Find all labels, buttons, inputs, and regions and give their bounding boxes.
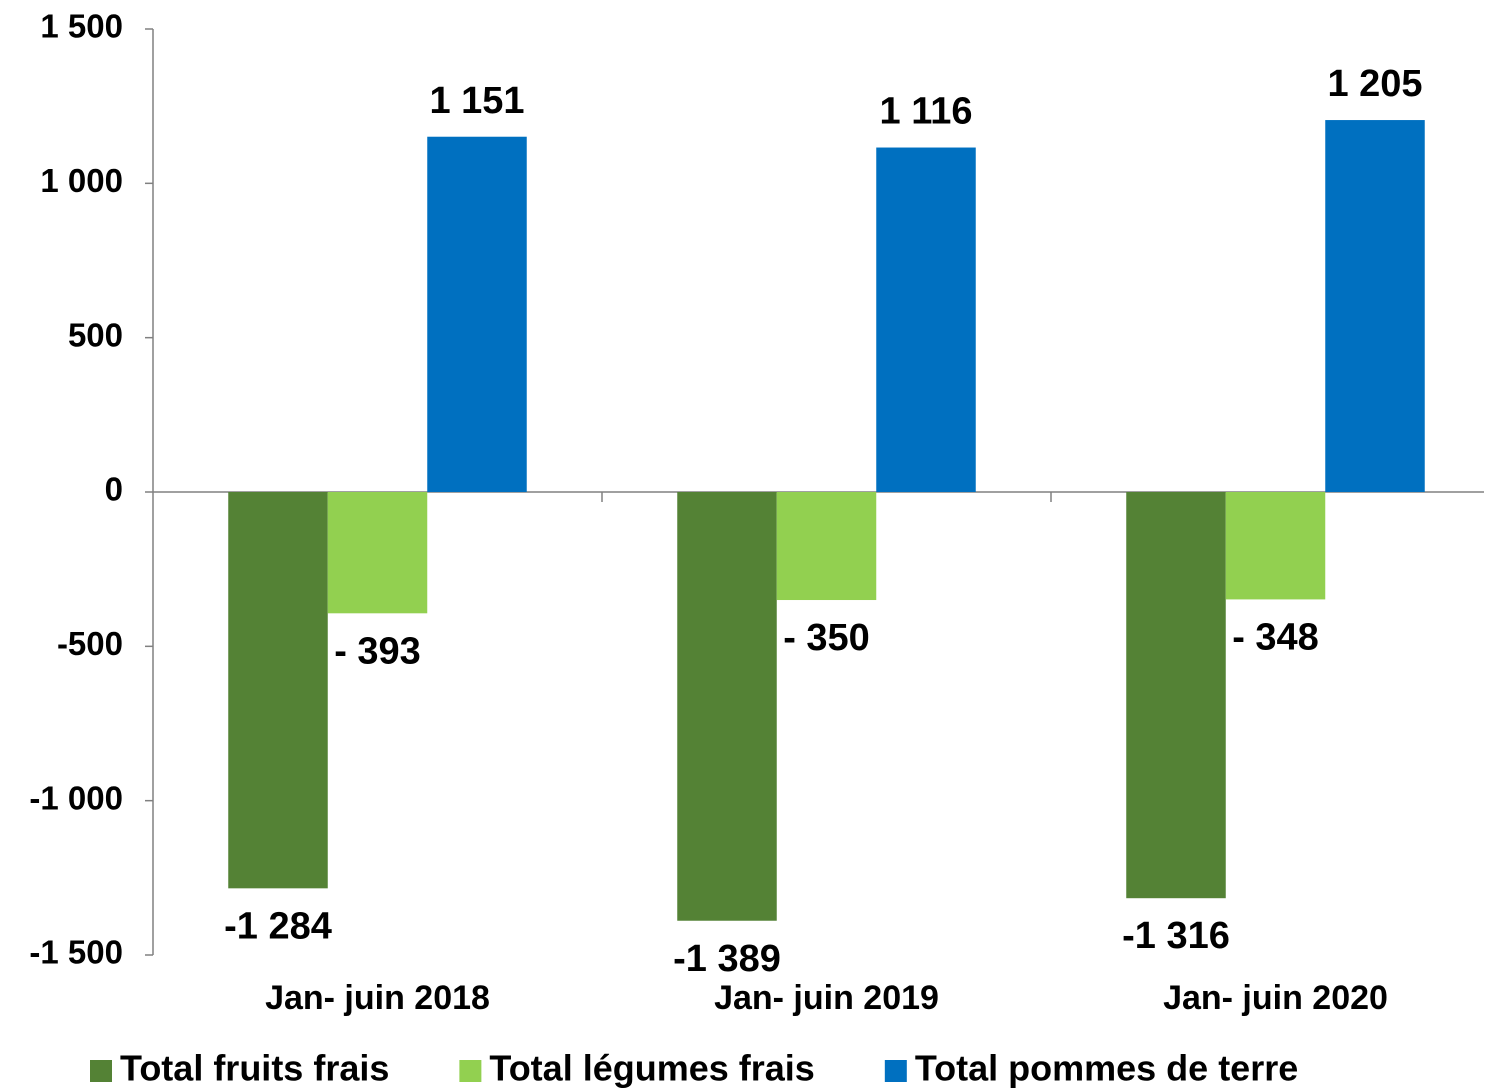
legend-swatch bbox=[459, 1060, 482, 1082]
legend-label: Total pommes de terre bbox=[915, 1048, 1298, 1089]
bar bbox=[876, 147, 976, 492]
x-tick-label: Jan- juin 2018 bbox=[265, 979, 490, 1017]
value-label: -1 316 bbox=[1122, 915, 1230, 957]
value-label: - 348 bbox=[1232, 616, 1319, 658]
bar bbox=[677, 492, 777, 921]
y-tick-label: 500 bbox=[68, 316, 123, 353]
value-label: 1 205 bbox=[1327, 63, 1422, 105]
value-label: - 350 bbox=[783, 617, 870, 659]
legend-label: Total légumes frais bbox=[489, 1048, 814, 1089]
value-label: -1 389 bbox=[673, 938, 781, 980]
x-tick-label: Jan- juin 2019 bbox=[714, 979, 939, 1017]
y-tick-label: 1 000 bbox=[40, 162, 123, 199]
y-tick-label: -1 000 bbox=[29, 779, 123, 816]
bar bbox=[1325, 120, 1425, 492]
value-label: 1 116 bbox=[880, 91, 973, 133]
y-tick-label: -1 500 bbox=[29, 934, 123, 971]
bar bbox=[776, 492, 877, 601]
bar bbox=[1126, 492, 1226, 899]
legend-swatch bbox=[884, 1060, 907, 1082]
bar bbox=[228, 492, 328, 889]
x-tick-label: Jan- juin 2020 bbox=[1163, 979, 1388, 1017]
bar bbox=[327, 492, 428, 614]
value-label: 1 151 bbox=[429, 80, 524, 122]
y-tick-label: 0 bbox=[105, 471, 123, 508]
legend-label: Total fruits frais bbox=[120, 1048, 389, 1089]
legend-swatch bbox=[90, 1060, 112, 1082]
value-label: - 393 bbox=[334, 630, 421, 672]
value-label: -1 284 bbox=[224, 905, 332, 947]
bar bbox=[1225, 492, 1326, 600]
bar bbox=[427, 136, 527, 492]
y-tick-label: -500 bbox=[57, 625, 123, 662]
y-tick-label: 1 500 bbox=[40, 8, 123, 45]
